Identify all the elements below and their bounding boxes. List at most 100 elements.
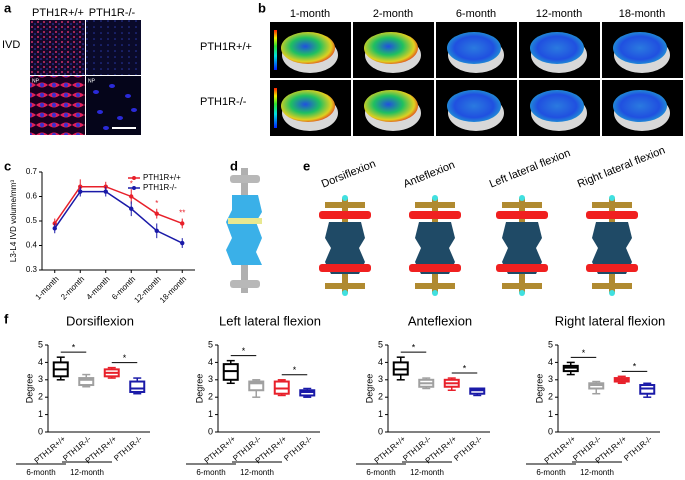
node — [432, 195, 438, 201]
point — [129, 206, 134, 211]
legend-marker — [132, 186, 136, 190]
x-tick-label: 2-month — [59, 275, 86, 302]
node — [519, 195, 525, 201]
y-tick-label: 4 — [208, 357, 213, 367]
image — [86, 20, 141, 75]
marker — [496, 211, 548, 219]
disc-surface — [530, 32, 584, 64]
disc-surface — [364, 32, 418, 64]
panel-label: f — [4, 311, 9, 326]
panel-label: c — [4, 158, 11, 173]
marker — [319, 264, 371, 272]
significance: * — [72, 343, 76, 353]
significance: * — [155, 199, 158, 208]
y-tick-label: 0 — [378, 426, 383, 436]
y-tick-label: 3 — [548, 374, 553, 384]
box — [129, 380, 146, 393]
y-tick-label: 5 — [38, 339, 43, 349]
significance: ** — [179, 209, 185, 218]
box — [78, 377, 95, 387]
y-tick-label: 0.3 — [26, 265, 38, 274]
y-tick-label: 2 — [208, 392, 213, 402]
y-tick-label: 2 — [548, 392, 553, 402]
inset-label: NP — [88, 78, 96, 84]
point — [180, 240, 185, 246]
panel-label: a — [4, 0, 12, 15]
group-label: 6-month — [26, 468, 55, 477]
y-tick-label: 2 — [378, 392, 383, 402]
column-label: 1-month — [290, 8, 330, 20]
group-label: 6-month — [536, 468, 565, 477]
node — [519, 290, 525, 296]
plate — [592, 202, 632, 208]
group-label: 12-month — [580, 468, 614, 477]
motion-label: Anteflexion — [402, 159, 457, 191]
marker — [409, 211, 461, 219]
panel-e — [319, 195, 638, 296]
x-tick-label: 12-month — [132, 275, 162, 305]
point — [180, 221, 185, 226]
node — [609, 290, 615, 296]
y-tick-label: 1 — [548, 409, 553, 419]
legend-label: PTH1R-/- — [143, 183, 177, 192]
x-tick-label: PTH1R+/+ — [203, 434, 238, 465]
y-tick-label: 0.4 — [26, 241, 38, 250]
vertebrae — [325, 222, 365, 274]
marker — [586, 211, 638, 219]
x-tick-label: 18-month — [158, 275, 188, 305]
y-tick-label: 5 — [378, 339, 383, 349]
disc-surface — [447, 32, 501, 64]
column-label: PTH1R+/+ — [32, 7, 84, 19]
disc-surface — [281, 90, 335, 122]
column-label: PTH1R-/- — [89, 7, 136, 19]
marker — [319, 211, 371, 219]
node — [432, 290, 438, 296]
y-tick-label: 1 — [38, 409, 43, 419]
panel-label: e — [303, 158, 310, 173]
group-label: 12-month — [70, 468, 104, 477]
disc-surface — [364, 90, 418, 122]
column-label: 2-month — [373, 8, 413, 20]
y-tick-label: 0.5 — [26, 216, 38, 225]
significance: * — [633, 362, 637, 372]
y-tick-label: 3 — [208, 374, 213, 384]
y-tick-label: 5 — [208, 339, 213, 349]
row-label: PTH1R+/+ — [200, 41, 252, 53]
row-label: PTH1R-/- — [200, 96, 247, 108]
point — [154, 211, 159, 216]
y-tick-label: 0 — [38, 426, 43, 436]
y-axis-label: Degree — [364, 374, 374, 404]
y-axis-label: Degree — [24, 374, 34, 404]
y-tick-label: 3 — [378, 374, 383, 384]
x-tick-label: 4-month — [85, 275, 112, 302]
plate — [415, 283, 455, 289]
marker — [496, 264, 548, 272]
x-tick-label: PTH1R-/- — [452, 434, 484, 463]
color-bar — [274, 30, 277, 70]
node — [609, 195, 615, 201]
plate — [502, 283, 542, 289]
image — [30, 76, 85, 135]
y-tick-label: 4 — [38, 357, 43, 367]
x-tick-label: PTH1R-/- — [622, 434, 654, 463]
significance: * — [582, 348, 586, 358]
spine-model — [226, 168, 262, 293]
chart-title: Dorsiflexion — [66, 313, 134, 328]
y-tick-label: 1 — [208, 409, 213, 419]
significance: * — [463, 363, 467, 373]
y-tick-label: 1 — [378, 409, 383, 419]
group-label: 6-month — [366, 468, 395, 477]
y-tick-label: 5 — [548, 339, 553, 349]
motion-label: Right lateral flexion — [576, 144, 667, 190]
x-tick-label: PTH1R-/- — [112, 434, 144, 463]
row-label: IVD — [2, 39, 20, 51]
marker — [409, 264, 461, 272]
plate — [325, 202, 365, 208]
legend-label: PTH1R+/+ — [143, 173, 181, 182]
significance: * — [293, 365, 297, 375]
y-axis-label: Degree — [194, 374, 204, 404]
point — [78, 189, 83, 194]
y-tick-label: 4 — [378, 357, 383, 367]
